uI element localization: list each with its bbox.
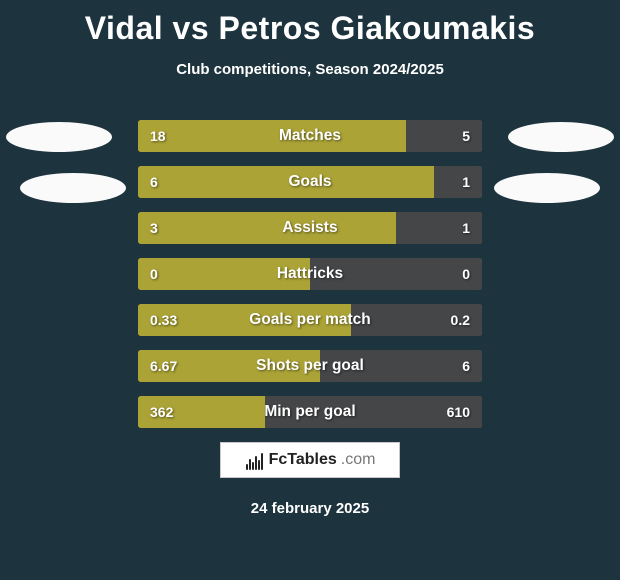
page-title: Vidal vs Petros Giakoumakis: [0, 0, 620, 47]
brand-name-bold: FcTables: [269, 451, 337, 469]
stat-row: Assists3 1: [138, 212, 482, 244]
stat-label: Goals: [138, 166, 482, 198]
stat-value-right: 1: [462, 166, 470, 198]
stat-value-left: 6.67: [150, 350, 177, 382]
chart-icon: [245, 450, 265, 470]
stat-value-left: 0: [150, 258, 158, 290]
stat-label: Shots per goal: [138, 350, 482, 382]
stat-value-right: 1: [462, 212, 470, 244]
stat-value-right: 6: [462, 350, 470, 382]
stat-row: Min per goal362 610: [138, 396, 482, 428]
stat-value-left: 0.33: [150, 304, 177, 336]
page-subtitle: Club competitions, Season 2024/2025: [0, 61, 620, 78]
stat-value-left: 6: [150, 166, 158, 198]
stat-value-right: 5: [462, 120, 470, 152]
stat-label: Min per goal: [138, 396, 482, 428]
stat-value-right: 0.2: [451, 304, 470, 336]
generation-date: 24 february 2025: [0, 500, 620, 517]
stat-row: Goals per match0.33 0.2: [138, 304, 482, 336]
player1-national-logo: [20, 173, 126, 203]
stat-row: Hattricks0 0: [138, 258, 482, 290]
stat-value-left: 362: [150, 396, 173, 428]
stat-label: Goals per match: [138, 304, 482, 336]
stat-value-right: 0: [462, 258, 470, 290]
stat-row: Goals6 1: [138, 166, 482, 198]
stat-value-right: 610: [447, 396, 470, 428]
stat-label: Hattricks: [138, 258, 482, 290]
player2-club-logo: [508, 122, 614, 152]
brand-watermark: FcTables.com: [220, 442, 400, 478]
brand-name-light: .com: [341, 451, 376, 469]
stat-label: Matches: [138, 120, 482, 152]
stat-row: Shots per goal6.67 6: [138, 350, 482, 382]
stat-row: Matches18 5: [138, 120, 482, 152]
player1-club-logo: [6, 122, 112, 152]
stat-value-left: 18: [150, 120, 166, 152]
stat-value-left: 3: [150, 212, 158, 244]
stats-container: Matches185Goals61Assists31Hattricks00Goa…: [138, 120, 482, 442]
stat-label: Assists: [138, 212, 482, 244]
player2-national-logo: [494, 173, 600, 203]
